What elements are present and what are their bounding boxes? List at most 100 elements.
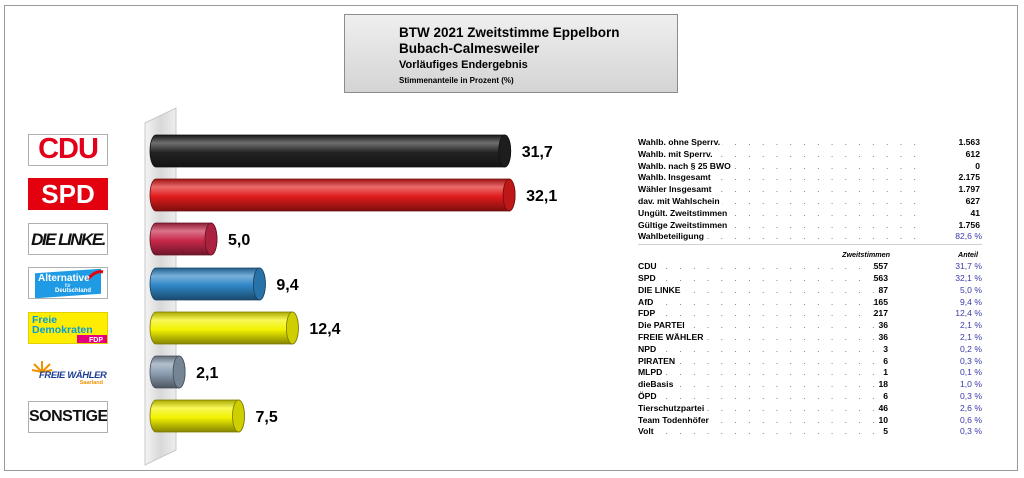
party-row: . . . . . . . . . . . . . . . . . . . . …	[638, 355, 982, 368]
leader-dots: . . . . . . . . . . . . . . . . . . . . …	[638, 379, 882, 390]
bar-body-4	[149, 267, 266, 301]
party-votes: 165	[873, 296, 888, 307]
summary-row: . . . . . . . . . . . . . . . . . . . . …	[638, 148, 982, 161]
party-name: CDU	[638, 261, 659, 273]
linke-logo: DIE LINKE.	[28, 223, 108, 255]
party-share: 0,1 %	[960, 367, 982, 378]
party-row: . . . . . . . . . . . . . . . . . . . . …	[638, 390, 982, 403]
leader-dots: . . . . . . . . . . . . . . . . . . . . …	[638, 219, 928, 230]
chart-title-line2: Bubach-Calmesweiler	[399, 41, 540, 56]
summary-value: 0	[975, 160, 980, 171]
fdp-logo-line1: Freie	[32, 314, 58, 326]
party-votes: 217	[873, 308, 888, 319]
party-votes: 36	[878, 320, 888, 331]
party-name: DIE LINKE	[638, 284, 683, 297]
party-share: 31,7 %	[955, 261, 982, 272]
summary-label: Gültige Zweitstimmen	[638, 219, 730, 232]
freie-waehler-logo-text: FREIE WÄHLER	[39, 370, 107, 381]
party-row: . . . . . . . . . . . . . . . . . . . . …	[638, 402, 982, 415]
party-name: Tierschutzpartei	[638, 402, 707, 415]
bar-6: 2,1	[149, 355, 218, 389]
leader-dots: . . . . . . . . . . . . . . . . . . . . …	[638, 231, 928, 242]
bar-2: 32,1	[149, 178, 557, 212]
bar-body-7	[149, 399, 245, 433]
leader-dots: . . . . . . . . . . . . . . . . . . . . …	[638, 261, 882, 272]
spd-logo: SPD	[28, 178, 108, 210]
sonstige-logo: SONSTIGE	[28, 401, 108, 433]
leader-dots: . . . . . . . . . . . . . . . . . . . . …	[638, 207, 928, 218]
summary-label: Wahlbeteiligung	[638, 231, 707, 244]
party-name: NPD	[638, 343, 659, 356]
summary-value: 627	[965, 195, 980, 206]
afd-logo: Alternative für Deutschland	[28, 267, 108, 299]
summary-label: Wähler Insgesamt	[638, 184, 714, 196]
bar-3: 5,0	[149, 222, 250, 256]
summary-value: 1.563	[958, 137, 980, 147]
party-share: 2,1 %	[960, 320, 982, 331]
party-name: Die PARTEI	[638, 320, 687, 332]
party-votes: 563	[873, 272, 888, 283]
sun-icon	[31, 361, 53, 373]
party-votes: 36	[878, 331, 888, 342]
party-votes: 10	[878, 414, 888, 425]
afd-arrow-icon	[87, 270, 104, 281]
party-votes: 46	[878, 402, 888, 413]
party-name: FDP	[638, 308, 658, 321]
bar-cap-7	[232, 399, 245, 433]
party-row: . . . . . . . . . . . . . . . . . . . . …	[638, 367, 982, 380]
bar-cap-2	[502, 178, 516, 212]
summary-row: . . . . . . . . . . . . . . . . . . . . …	[638, 172, 982, 185]
party-votes: 1	[883, 367, 888, 378]
leader-dots: . . . . . . . . . . . . . . . . . . . . …	[638, 195, 928, 206]
bar-4: 9,4	[149, 267, 299, 301]
freie-waehler-logo-sub: Saarland	[79, 380, 103, 386]
bar-cap-6	[172, 355, 186, 389]
party-share: 0,6 %	[960, 414, 982, 425]
party-votes: 87	[878, 284, 888, 295]
linke-logo-text: DIE LINKE.	[31, 230, 106, 249]
party-share: 2,1 %	[960, 331, 982, 342]
party-row: . . . . . . . . . . . . . . . . . . . . …	[638, 320, 982, 332]
summary-label: Wahlb. nach § 25 BWO	[638, 160, 733, 173]
party-table-header: Zweitstimmen Anteil	[638, 247, 982, 261]
cdu-logo: CDU	[28, 134, 108, 166]
party-row: . . . . . . . . . . . . . . . . . . . . …	[638, 379, 982, 391]
party-share: 0,3 %	[960, 426, 982, 437]
party-row: . . . . . . . . . . . . . . . . . . . . …	[638, 414, 982, 427]
party-name: Team Todenhöfer	[638, 414, 711, 427]
leader-dots: . . . . . . . . . . . . . . . . . . . . …	[638, 296, 882, 307]
summary-row: . . . . . . . . . . . . . . . . . . . . …	[638, 195, 982, 208]
party-votes: 6	[883, 355, 888, 366]
leader-dots: . . . . . . . . . . . . . . . . . . . . …	[638, 148, 928, 159]
party-share: 32,1 %	[955, 272, 982, 283]
summary-label: dav. mit Wahlschein	[638, 195, 722, 208]
party-share: 2,6 %	[960, 402, 982, 413]
leader-dots: . . . . . . . . . . . . . . . . . . . . …	[638, 137, 928, 147]
bar-value-label-4: 9,4	[276, 277, 298, 294]
party-name: ÖPD	[638, 390, 659, 403]
summary-row: . . . . . . . . . . . . . . . . . . . . …	[638, 184, 982, 196]
party-name: FREIE WÄHLER	[638, 331, 706, 344]
party-row: . . . . . . . . . . . . . . . . . . . . …	[638, 331, 982, 344]
bar-7: 7,5	[149, 399, 278, 433]
party-votes: 557	[873, 261, 888, 272]
leader-dots: . . . . . . . . . . . . . . . . . . . . …	[638, 331, 882, 342]
bar-cap-3	[204, 222, 218, 256]
bar-value-label-5: 12,4	[309, 321, 340, 338]
party-row: . . . . . . . . . . . . . . . . . . . . …	[638, 426, 982, 439]
summary-label: Ungült. Zweitstimmen	[638, 207, 730, 220]
leader-dots: . . . . . . . . . . . . . . . . . . . . …	[638, 272, 882, 283]
bar-body-5	[149, 311, 299, 345]
bar-cap-1	[498, 134, 512, 168]
afd-logo-line2: für	[65, 283, 71, 289]
party-row: . . . . . . . . . . . . . . . . . . . . …	[638, 343, 982, 356]
leader-dots: . . . . . . . . . . . . . . . . . . . . …	[638, 284, 882, 295]
title-box: BTW 2021 Zweitstimme Eppelborn Bubach-Ca…	[344, 14, 678, 93]
summary-value: 2.175	[958, 172, 980, 183]
statistics-panel: . . . . . . . . . . . . . . . . . . . . …	[638, 137, 982, 439]
leader-dots: . . . . . . . . . . . . . . . . . . . . …	[638, 367, 882, 378]
party-share: 9,4 %	[960, 296, 982, 307]
freie-waehler-logo: FREIE WÄHLER Saarland	[28, 356, 108, 388]
party-name: MLPD	[638, 367, 665, 380]
summary-value: 41	[970, 207, 980, 218]
